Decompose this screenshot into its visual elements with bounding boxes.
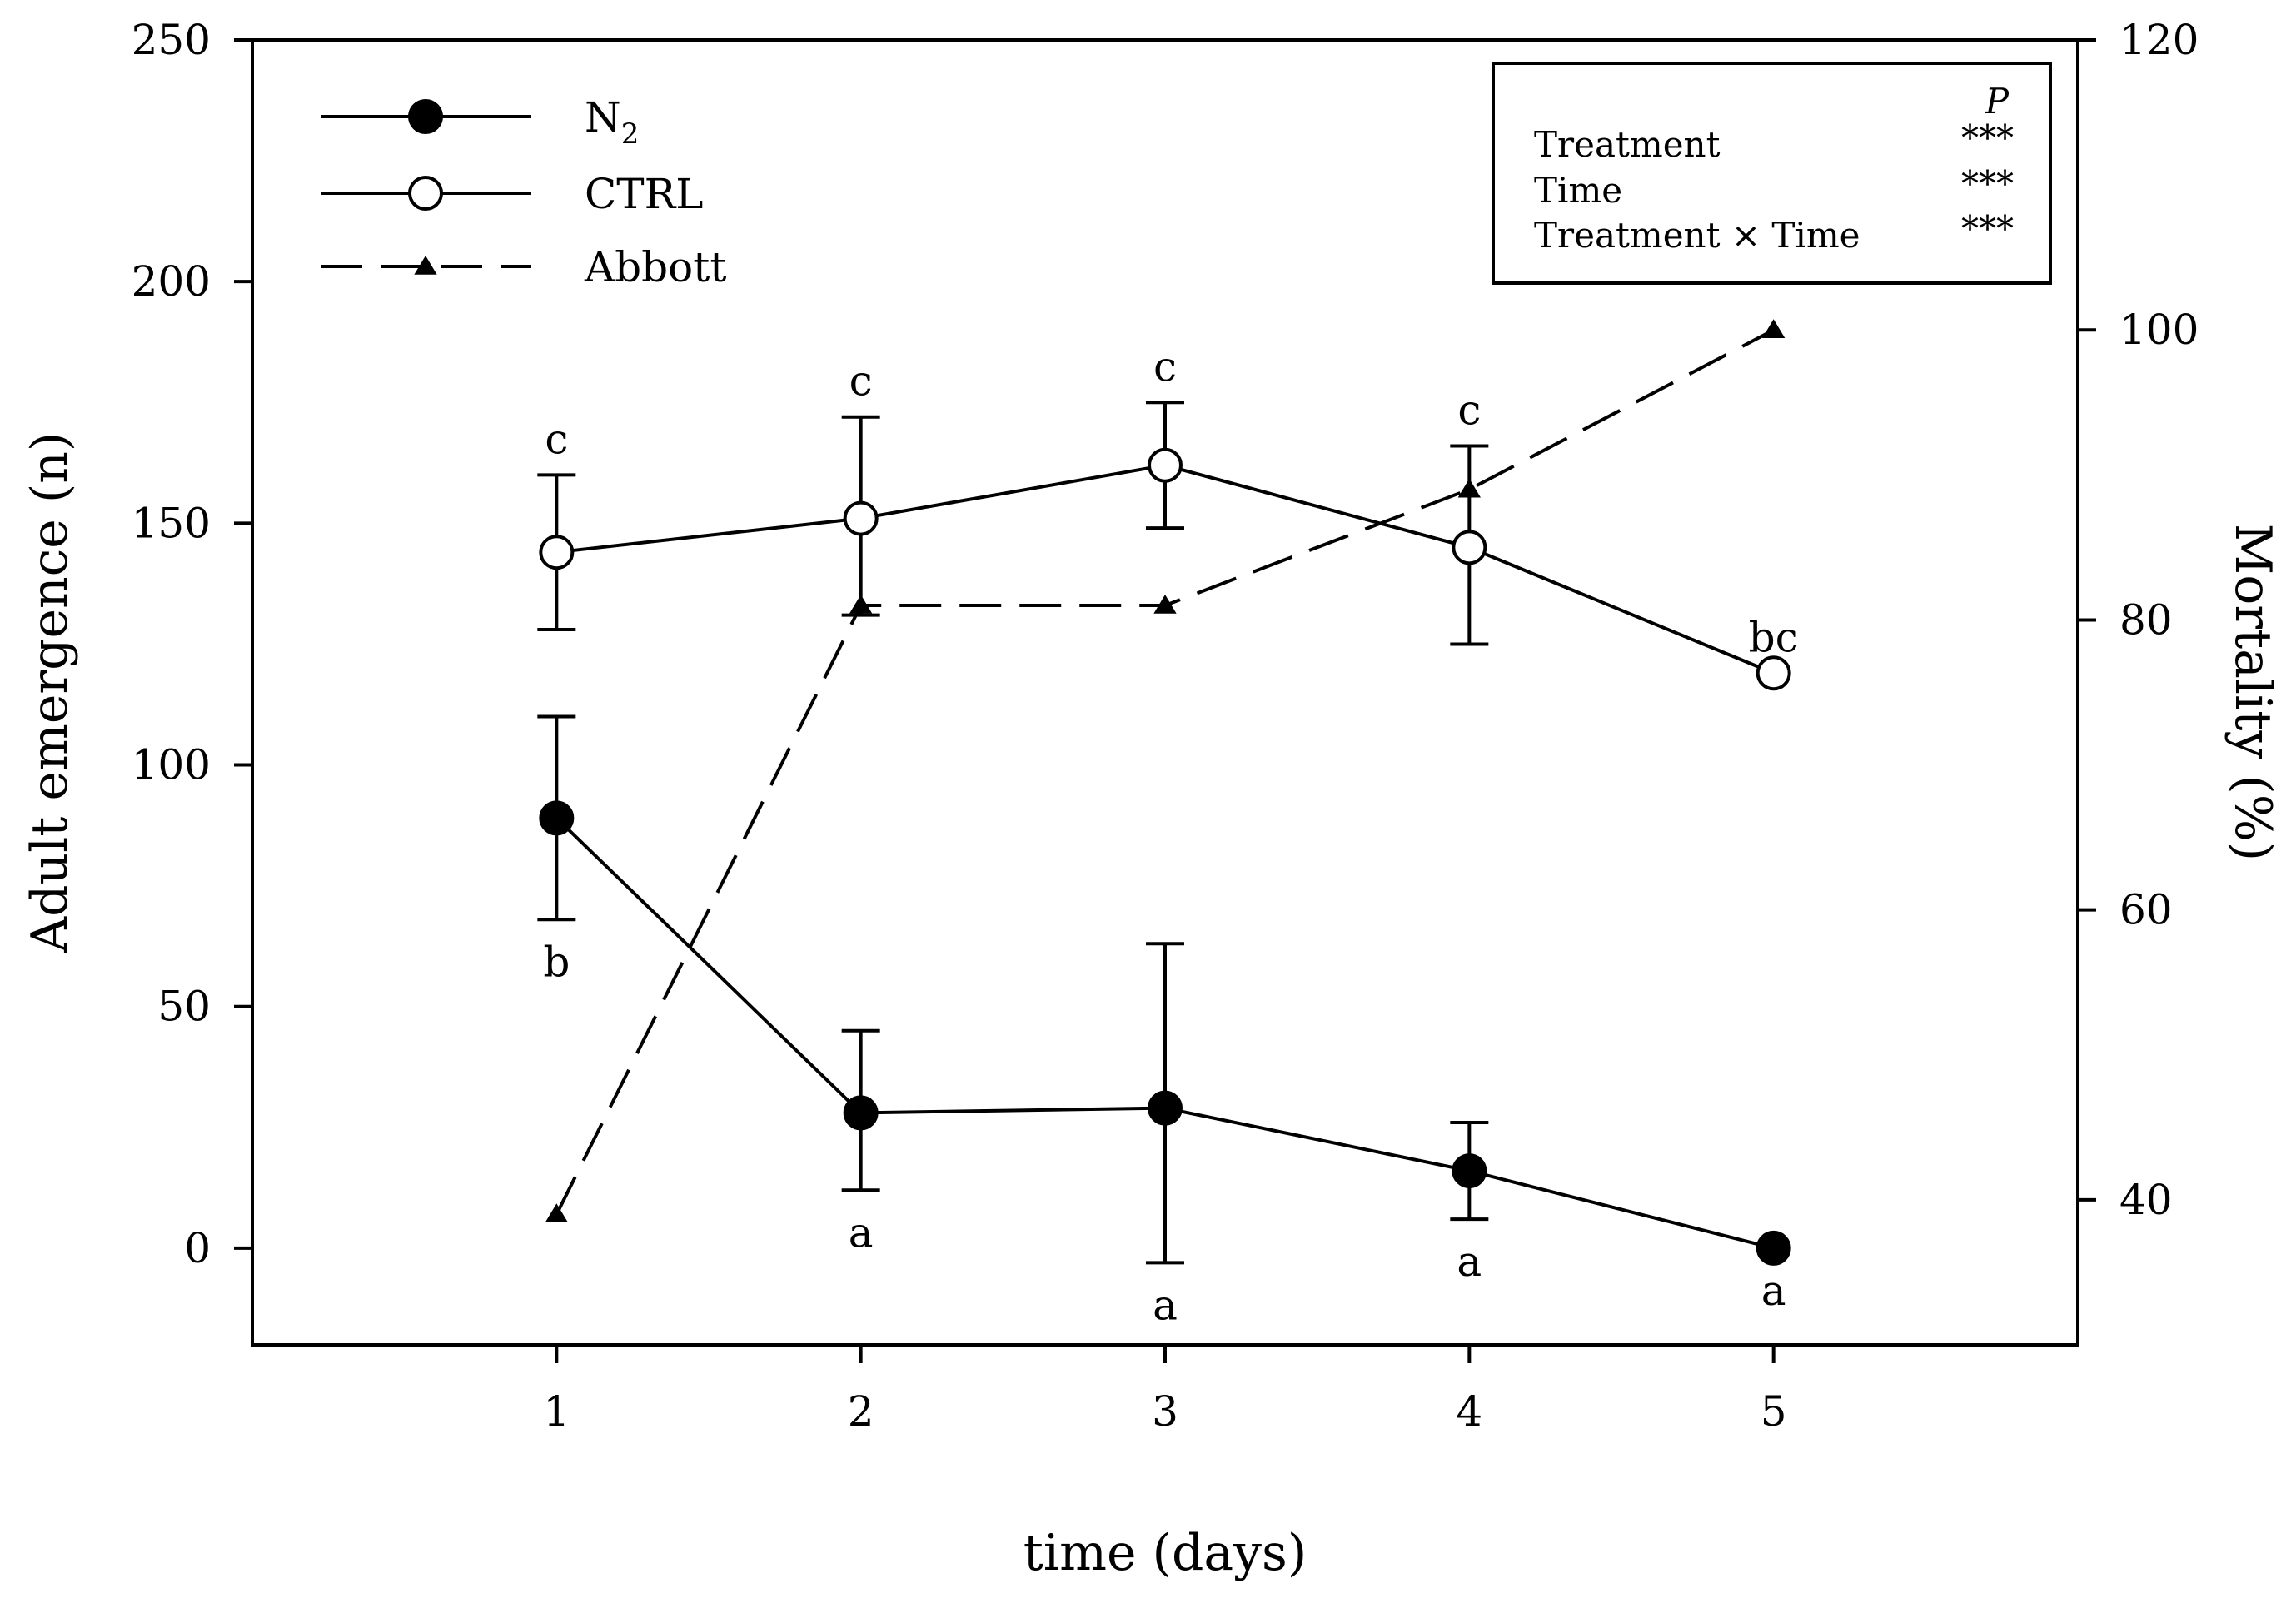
- y-left-tick-label: 0: [184, 1224, 211, 1272]
- sig-letter-n2: a: [1153, 1281, 1178, 1329]
- y-right-tick-label: 120: [2119, 16, 2199, 64]
- sig-letter-n2: b: [543, 938, 570, 986]
- legend-label-n2: N2: [585, 93, 639, 151]
- point-abbott: [1457, 478, 1481, 498]
- x-tick-label: 3: [1152, 1387, 1178, 1436]
- point-n2: [1756, 1230, 1791, 1266]
- legend-item-abbott: Abbott: [321, 243, 726, 291]
- x-tick-label: 5: [1761, 1387, 1787, 1436]
- point-abbott: [849, 595, 873, 614]
- significance-letters: b a a a a c c c c bc: [543, 342, 1798, 1329]
- legend-label-ctrl: CTRL: [585, 170, 703, 218]
- x-axis-title: time (days): [1023, 1524, 1307, 1582]
- y-right-axis-title: Mortality (%): [2224, 524, 2282, 861]
- x-tick-label: 2: [848, 1387, 874, 1436]
- data-markers: [539, 319, 1791, 1266]
- point-abbott: [545, 1203, 568, 1223]
- x-tick-label: 1: [543, 1387, 570, 1436]
- legend: N2 CTRL Abbott: [321, 93, 726, 291]
- y-right-tick-label: 100: [2119, 306, 2199, 354]
- point-ctrl: [539, 535, 575, 570]
- sig-letter-n2: a: [1761, 1267, 1786, 1315]
- y-left-tick-label: 100: [132, 741, 211, 789]
- stats-header-p: P: [1985, 81, 2010, 122]
- sig-letter-ctrl: bc: [1749, 613, 1799, 661]
- y-left-axis-title: Adult emergence (n): [21, 432, 79, 954]
- x-tick-label: 4: [1456, 1387, 1482, 1436]
- stats-row-label: Treatment × Time: [1534, 215, 1860, 256]
- stats-row-value: ***: [1961, 163, 2014, 204]
- stats-row-value: ***: [1961, 208, 2014, 249]
- error-bars: [537, 401, 1489, 1265]
- point-ctrl: [843, 500, 879, 536]
- point-ctrl: [1756, 655, 1791, 691]
- legend-item-ctrl: CTRL: [321, 170, 703, 218]
- stats-box: P Treatment *** Time *** Treatment × Time ***: [1492, 62, 2052, 285]
- legend-label-n2-main: N: [585, 93, 621, 142]
- y-right-tick-label: 40: [2119, 1176, 2173, 1224]
- y-left-tick-label: 150: [132, 499, 211, 547]
- sig-letter-ctrl: c: [1153, 342, 1177, 391]
- y-left-tick-label: 50: [157, 983, 211, 1031]
- stats-row-value: ***: [1961, 117, 2014, 158]
- legend-marker-ctrl: [408, 176, 443, 211]
- legend-item-n2: N2: [321, 93, 639, 151]
- point-n2: [1452, 1153, 1487, 1189]
- point-abbott: [1153, 595, 1177, 614]
- sig-letter-n2: a: [849, 1208, 874, 1257]
- stats-row-label: Treatment: [1534, 124, 1721, 165]
- y-right-tick-label: 80: [2119, 595, 2173, 644]
- legend-marker-n2: [408, 99, 443, 134]
- point-n2: [843, 1095, 879, 1131]
- point-abbott: [1762, 319, 1786, 338]
- y-left-tick-label: 250: [132, 16, 211, 64]
- point-ctrl: [1452, 530, 1487, 565]
- stats-row-label: Time: [1534, 170, 1622, 211]
- sig-letter-ctrl: c: [1457, 386, 1481, 435]
- legend-label-n2-subscript: 2: [621, 117, 640, 151]
- sig-letter-ctrl: c: [545, 415, 568, 463]
- point-ctrl: [1148, 447, 1183, 483]
- y-right-tick-label: 60: [2119, 886, 2173, 934]
- sig-letter-ctrl: c: [849, 357, 873, 406]
- y-left-tick-label: 200: [132, 257, 211, 306]
- legend-label-abbott: Abbott: [584, 243, 726, 291]
- legend-marker-abbott: [414, 256, 437, 275]
- stats-box-frame: [1492, 62, 2052, 285]
- point-n2: [539, 800, 575, 836]
- point-n2: [1148, 1090, 1183, 1126]
- sig-letter-n2: a: [1457, 1237, 1482, 1286]
